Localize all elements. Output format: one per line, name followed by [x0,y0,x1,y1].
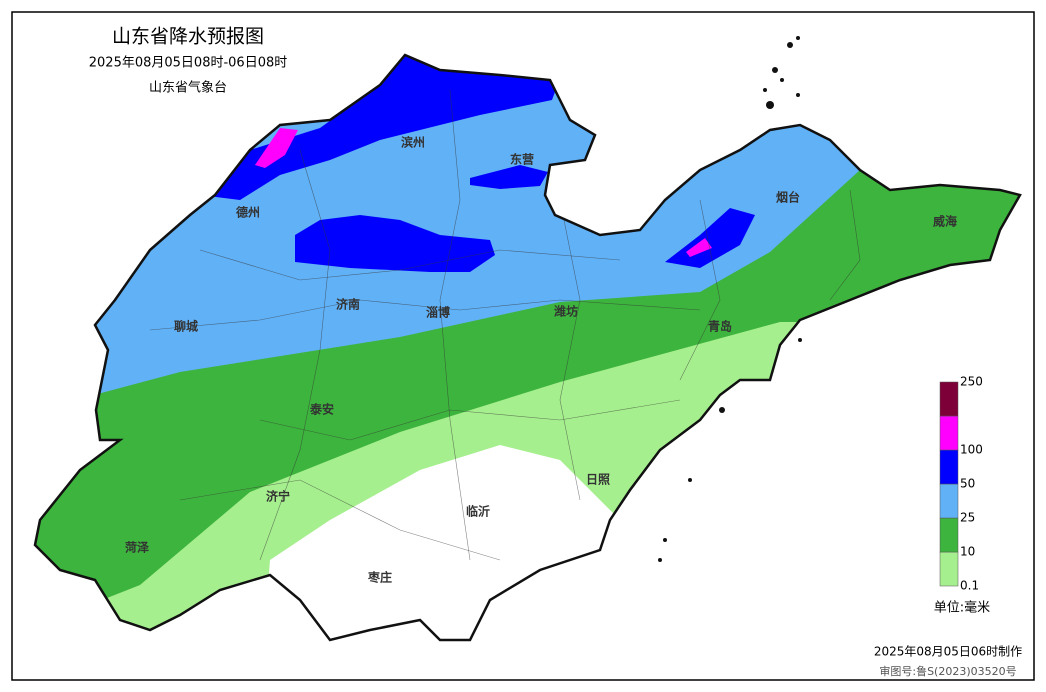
city-label: 济宁 [266,489,290,504]
city-label: 滨州 [401,135,425,150]
county-boundary [179,479,501,561]
county-boundary [559,199,581,501]
legend-label: 250 [960,375,983,389]
city-label: 青岛 [708,319,732,334]
precip-area [200,55,560,200]
legend-label: 25 [960,511,975,525]
legend-swatch [939,381,959,417]
legend-label: 0.1 [960,579,979,593]
legend-swatch [939,517,959,553]
city-label: 日照 [586,472,610,487]
city-label: 济南 [336,297,360,312]
legend-label: 50 [960,477,975,491]
city-label: 泰安 [309,402,334,417]
legend-swatch [939,415,959,451]
precip-area [686,238,712,257]
map-title: 山东省降水预报图 [112,26,264,48]
precip-area [295,215,495,272]
agency: 山东省气象台 [149,80,227,96]
legend-swatch [939,551,959,587]
precip-area [255,128,298,168]
county-boundary [199,249,621,281]
county-boundary [679,199,721,381]
legend-swatch [939,449,959,485]
city-label: 淄博 [426,305,450,320]
legend-label: 10 [960,545,975,559]
islands [658,36,802,562]
legend-unit: 单位:毫米 [934,600,990,616]
precip-area [470,165,548,189]
county-boundary [439,89,471,561]
made-time: 2025年08月05日06时制作 [874,645,1022,659]
city-label: 德州 [236,205,260,220]
county-boundary [259,399,681,441]
legend: 0.1 10 25 50 100 250 [939,375,983,593]
legend-label: 100 [960,443,983,457]
city-label: 菏泽 [125,540,149,555]
city-label: 临沂 [466,504,490,519]
city-label: 烟台 [776,190,800,205]
county-boundary [259,149,331,561]
county-boundary [829,189,861,301]
approval-number: 审图号:鲁S(2023)03520号 [879,664,1016,678]
city-label: 枣庄 [367,570,392,585]
city-label: 潍坊 [553,304,578,319]
city-label: 聊城 [174,319,198,334]
city-label: 东营 [510,152,534,167]
county-boundary [149,299,701,331]
city-label: 威海 [933,214,957,229]
forecast-period: 2025年08月05日08时-06日08时 [89,56,288,71]
legend-swatch [939,483,959,519]
